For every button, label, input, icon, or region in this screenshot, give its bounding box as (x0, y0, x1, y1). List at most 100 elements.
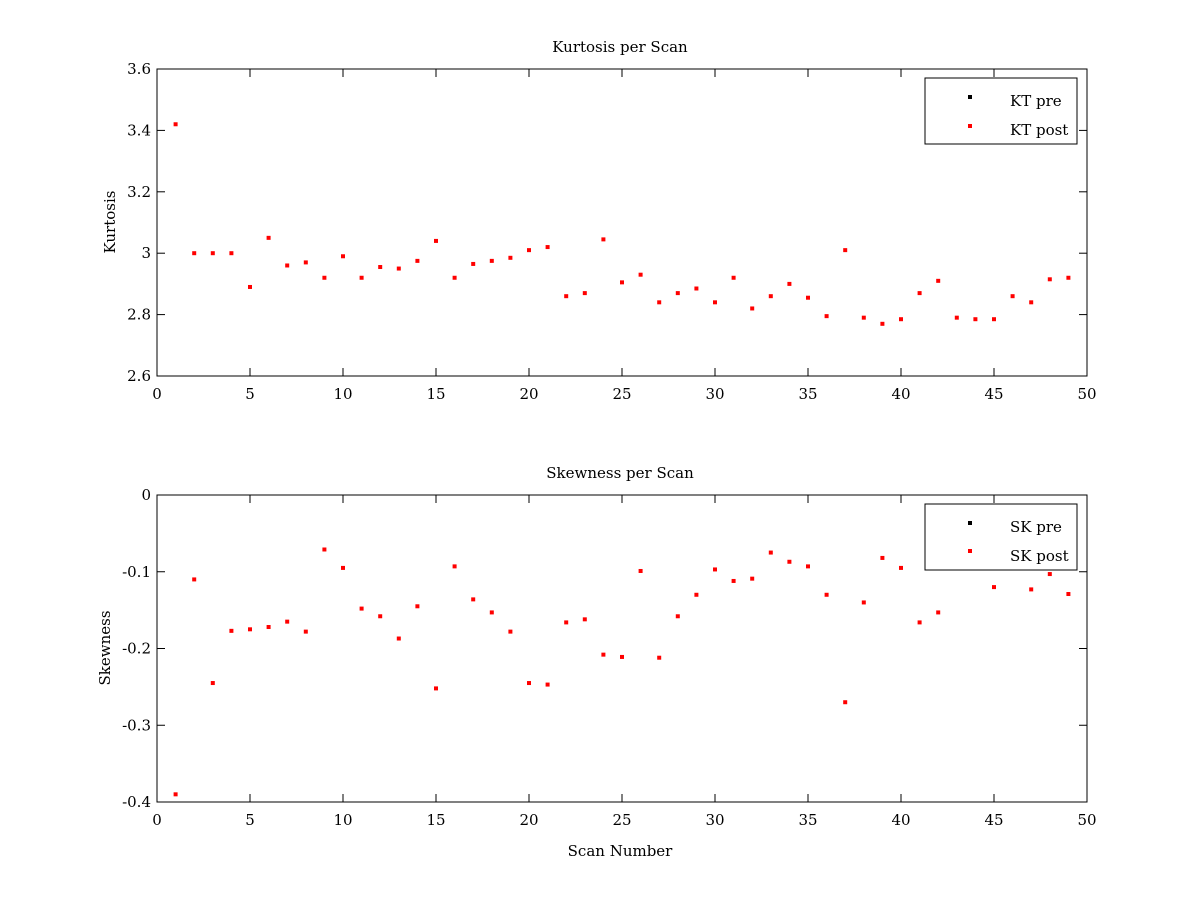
kurtosis-title: Kurtosis per Scan (552, 38, 688, 56)
kurtosis-y-tick-label: 3.4 (127, 121, 151, 139)
kurtosis-point-post (248, 284, 252, 289)
kurtosis-y-tick-label: 2.6 (127, 367, 151, 385)
kurtosis-point-post (229, 251, 234, 256)
kurtosis-point-post (527, 248, 531, 253)
kurtosis-x-tick-label: 20 (519, 385, 538, 403)
skewness-point-post (731, 578, 736, 583)
kurtosis-point-post (675, 291, 680, 296)
kurtosis-y-tick-label: 3 (141, 244, 151, 262)
skewness-point-post (861, 600, 866, 605)
skewness-x-tick-label: 35 (798, 811, 817, 829)
skewness-x-tick-label: 45 (984, 811, 1003, 829)
kurtosis-point-post (750, 306, 755, 311)
kurtosis-x-tick-label: 0 (152, 385, 162, 403)
skewness-point-post (675, 614, 680, 619)
skewness-x-tick-label: 40 (891, 811, 910, 829)
skewness-point-post (173, 792, 178, 797)
kurtosis-point-post (396, 266, 401, 271)
skewness-title: Skewness per Scan (546, 464, 694, 482)
skewness-legend-box (924, 503, 1078, 571)
kurtosis-point-post (322, 275, 327, 280)
kurtosis-point-post (359, 275, 364, 280)
kurtosis-point-post (471, 261, 476, 266)
skewness-x-tick-label: 30 (705, 811, 724, 829)
skewness-points (173, 547, 1071, 797)
skewness-point-post (527, 681, 531, 686)
skewness-y-tick-label: -0.3 (122, 716, 151, 734)
kurtosis-point-post (1010, 294, 1015, 299)
kurtosis-panel: Kurtosis per Scan 0 5 10 15 20 25 30 35 40 45 50 2.… (101, 38, 1097, 403)
kurtosis-x-tick-label: 45 (984, 385, 1003, 403)
kurtosis-point-post (452, 275, 457, 280)
kurtosis-point-post (1066, 275, 1071, 280)
kurtosis-points (173, 122, 1071, 326)
kurtosis-legend-marker-pre (968, 95, 972, 99)
kurtosis-point-post (713, 300, 717, 305)
skewness-point-post (750, 576, 755, 581)
kurtosis-point-post (806, 295, 810, 300)
kurtosis-point-post (973, 317, 978, 322)
kurtosis-point-post (545, 245, 550, 250)
skewness-point-post (620, 654, 624, 659)
skewness-y-tick-label: 0 (141, 486, 151, 504)
skewness-point-post (378, 614, 383, 619)
skewness-point-post (303, 629, 308, 634)
skewness-legend-post: SK post (1010, 547, 1069, 565)
skewness-point-post (452, 564, 457, 569)
skewness-point-post (638, 568, 643, 573)
skewness-point-post (229, 628, 234, 633)
skewness-point-post (192, 577, 197, 582)
skewness-x-tick-label: 15 (426, 811, 445, 829)
skewness-y-tick-label: -0.2 (122, 640, 151, 658)
skewness-legend-pre: SK pre (1010, 518, 1062, 536)
skewness-point-post (434, 686, 438, 691)
skewness-point-post (787, 559, 792, 564)
kurtosis-legend-box (924, 77, 1078, 145)
skewness-point-post (545, 682, 550, 687)
kurtosis-point-post (620, 280, 624, 285)
kurtosis-point-post (601, 237, 606, 242)
kurtosis-y-tick-label: 2.8 (127, 306, 151, 324)
skewness-x-axis-label: Scan Number (568, 842, 674, 860)
kurtosis-x-tick-label: 15 (426, 385, 445, 403)
kurtosis-point-post (285, 263, 290, 268)
skewness-point-post (359, 606, 364, 611)
kurtosis-x-tick-label: 10 (333, 385, 352, 403)
skewness-point-post (489, 610, 494, 615)
skewness-point-post (266, 625, 271, 630)
kurtosis-point-post (582, 291, 587, 296)
kurtosis-x-tick-label: 35 (798, 385, 817, 403)
kurtosis-x-tick-label: 5 (245, 385, 255, 403)
skewness-point-post (917, 620, 922, 625)
kurtosis-point-post (192, 251, 197, 256)
skewness-point-post (415, 604, 420, 609)
kurtosis-point-post (1047, 277, 1052, 282)
kurtosis-y-axis-label: Kurtosis (101, 191, 119, 254)
skewness-point-post (582, 617, 587, 622)
skewness-x-tick-label: 5 (245, 811, 255, 829)
kurtosis-ticks: 0 5 10 15 20 25 30 35 40 45 50 2.6 2.8 3 3.2 3.4 3.6 (127, 60, 1096, 403)
kurtosis-point-post (731, 275, 736, 280)
skewness-point-post (285, 619, 290, 624)
skewness-legend-marker-pre (968, 521, 972, 525)
skewness-x-tick-label: 25 (612, 811, 631, 829)
skewness-point-post (713, 567, 717, 572)
skewness-legend: SK pre SK post (924, 503, 1078, 571)
kurtosis-point-post (843, 248, 848, 253)
kurtosis-x-tick-label: 50 (1077, 385, 1096, 403)
kurtosis-legend-marker-post (968, 124, 972, 128)
kurtosis-point-post (173, 122, 178, 127)
kurtosis-x-tick-label: 30 (705, 385, 724, 403)
kurtosis-point-post (824, 314, 829, 319)
skewness-point-post (1066, 592, 1071, 597)
skewness-point-post (843, 700, 848, 705)
kurtosis-x-tick-label: 40 (891, 385, 910, 403)
skewness-legend-marker-post (968, 549, 972, 553)
skewness-point-post (880, 555, 885, 560)
kurtosis-point-post (880, 321, 885, 326)
kurtosis-point-post (508, 255, 513, 260)
kurtosis-point-post (210, 251, 215, 256)
skewness-point-post (210, 681, 215, 686)
skewness-ticks: 0 5 10 15 20 25 30 35 40 45 50 -0.4 -0.3 -0.2 -0.1 0 (122, 486, 1096, 829)
